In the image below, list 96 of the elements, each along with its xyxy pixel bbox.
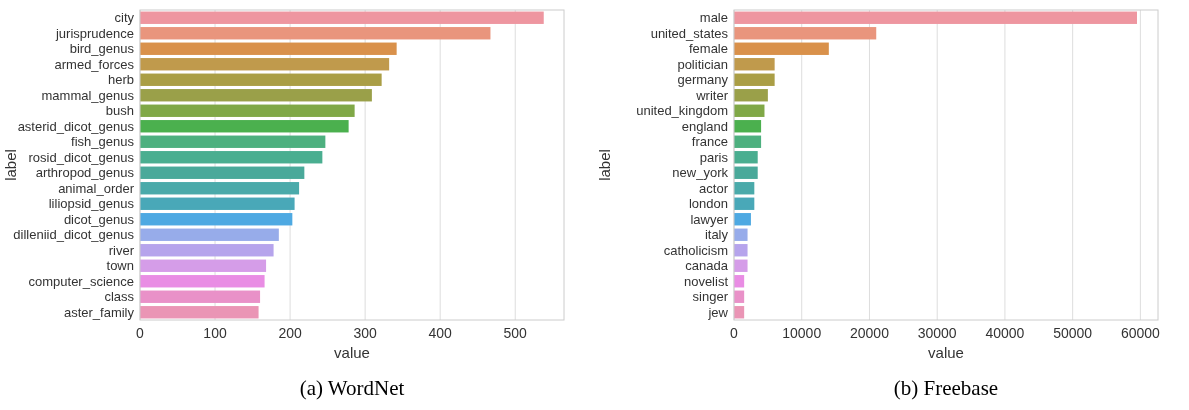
y-tick-label: novelist bbox=[683, 273, 729, 289]
bar bbox=[140, 73, 382, 86]
bar bbox=[734, 27, 877, 40]
y-tick-label: united_states bbox=[650, 25, 729, 41]
y-tick-label: animal_order bbox=[58, 180, 135, 196]
x-tick-label: 20000 bbox=[849, 325, 890, 341]
y-tick-label: jew bbox=[707, 304, 729, 320]
y-axis-title: label bbox=[2, 149, 19, 181]
y-tick-label: liliopsid_genus bbox=[48, 196, 135, 212]
y-tick-label: actor bbox=[699, 180, 729, 196]
bar bbox=[140, 244, 274, 257]
y-tick-label: italy bbox=[704, 227, 729, 243]
x-tick-label: 10000 bbox=[782, 325, 822, 341]
y-tick-label: class bbox=[104, 289, 135, 305]
bar bbox=[140, 42, 397, 55]
x-tick-label: 500 bbox=[503, 325, 528, 341]
bar bbox=[734, 135, 762, 148]
y-tick-label: politician bbox=[677, 56, 728, 72]
y-tick-label: river bbox=[108, 242, 135, 258]
text: (b) Freebase bbox=[893, 376, 999, 400]
y-tick-label: herb bbox=[107, 72, 134, 88]
y-tick-label: dilleniid_dicot_genus bbox=[13, 227, 135, 243]
y-tick-label: england bbox=[681, 118, 728, 134]
bar bbox=[140, 120, 349, 133]
bar bbox=[734, 213, 751, 226]
y-tick-label: new_york bbox=[672, 165, 729, 181]
bar bbox=[140, 275, 265, 288]
bar bbox=[140, 104, 355, 117]
y-tick-label: singer bbox=[692, 289, 729, 305]
y-tick-label: london bbox=[688, 196, 728, 212]
y-tick-label: bird_genus bbox=[69, 41, 135, 57]
y-tick-label: bush bbox=[105, 103, 134, 119]
x-tick-label: 100 bbox=[203, 325, 227, 341]
bar bbox=[734, 89, 768, 102]
y-tick-label: fish_genus bbox=[71, 134, 135, 150]
x-tick-label: 400 bbox=[428, 325, 453, 341]
bar bbox=[140, 197, 295, 210]
y-tick-label: catholicism bbox=[663, 242, 728, 258]
bar bbox=[734, 11, 1137, 24]
y-tick-label: asterid_dicot_genus bbox=[17, 118, 135, 134]
x-tick-label: 0 bbox=[730, 325, 739, 341]
bar bbox=[140, 89, 372, 102]
y-axis-title: label bbox=[596, 149, 613, 181]
bar bbox=[140, 58, 390, 71]
y-tick-label: writer bbox=[695, 87, 729, 103]
bar bbox=[734, 120, 762, 133]
y-tick-label: mammal_genus bbox=[41, 87, 135, 103]
y-tick-label: armed_forces bbox=[54, 56, 135, 72]
y-tick-label: male bbox=[699, 10, 728, 26]
bar bbox=[140, 290, 261, 303]
y-tick-label: germany bbox=[677, 72, 729, 88]
bar bbox=[140, 182, 300, 195]
y-tick-label: jurisprudence bbox=[54, 25, 134, 41]
y-tick-label: france bbox=[691, 134, 728, 150]
y-tick-label: united_kingdom bbox=[636, 103, 728, 119]
x-tick-label: 200 bbox=[278, 325, 302, 341]
x-tick-label: 40000 bbox=[985, 325, 1025, 341]
bar bbox=[140, 166, 305, 179]
bar bbox=[140, 27, 491, 40]
x-axis-title: value bbox=[928, 344, 964, 361]
bar bbox=[734, 58, 775, 71]
text: (a) WordNet bbox=[299, 376, 405, 400]
bar bbox=[734, 197, 755, 210]
bar bbox=[734, 228, 748, 241]
y-tick-label: female bbox=[688, 41, 728, 57]
bar bbox=[140, 135, 326, 148]
bar bbox=[140, 11, 544, 24]
bar bbox=[140, 228, 279, 241]
x-tick-label: 300 bbox=[353, 325, 378, 341]
y-tick-label: dicot_genus bbox=[63, 211, 135, 227]
y-tick-label: paris bbox=[699, 149, 729, 165]
bar bbox=[140, 306, 259, 319]
bar bbox=[734, 259, 748, 272]
y-tick-label: aster_family bbox=[63, 304, 135, 320]
y-tick-label: rosid_dicot_genus bbox=[28, 149, 135, 165]
y-tick-label: lawyer bbox=[690, 211, 729, 227]
y-tick-label: town bbox=[106, 258, 134, 274]
y-tick-label: arthropod_genus bbox=[35, 165, 135, 181]
bar bbox=[140, 259, 267, 272]
bar bbox=[140, 151, 323, 164]
bar bbox=[734, 104, 765, 117]
y-tick-label: city bbox=[114, 10, 135, 26]
x-tick-label: 50000 bbox=[1053, 325, 1093, 341]
x-tick-label: 30000 bbox=[917, 325, 957, 341]
x-tick-label: 60000 bbox=[1120, 325, 1161, 341]
bar bbox=[734, 182, 755, 195]
x-axis-title: value bbox=[334, 344, 370, 361]
bar bbox=[734, 73, 775, 86]
y-tick-label: canada bbox=[685, 258, 729, 274]
x-tick-label: 0 bbox=[136, 325, 145, 341]
bar bbox=[734, 244, 748, 257]
y-tick-label: computer_science bbox=[28, 273, 134, 289]
bar bbox=[140, 213, 293, 226]
bar bbox=[734, 166, 758, 179]
bar bbox=[734, 42, 829, 55]
bar bbox=[734, 151, 758, 164]
